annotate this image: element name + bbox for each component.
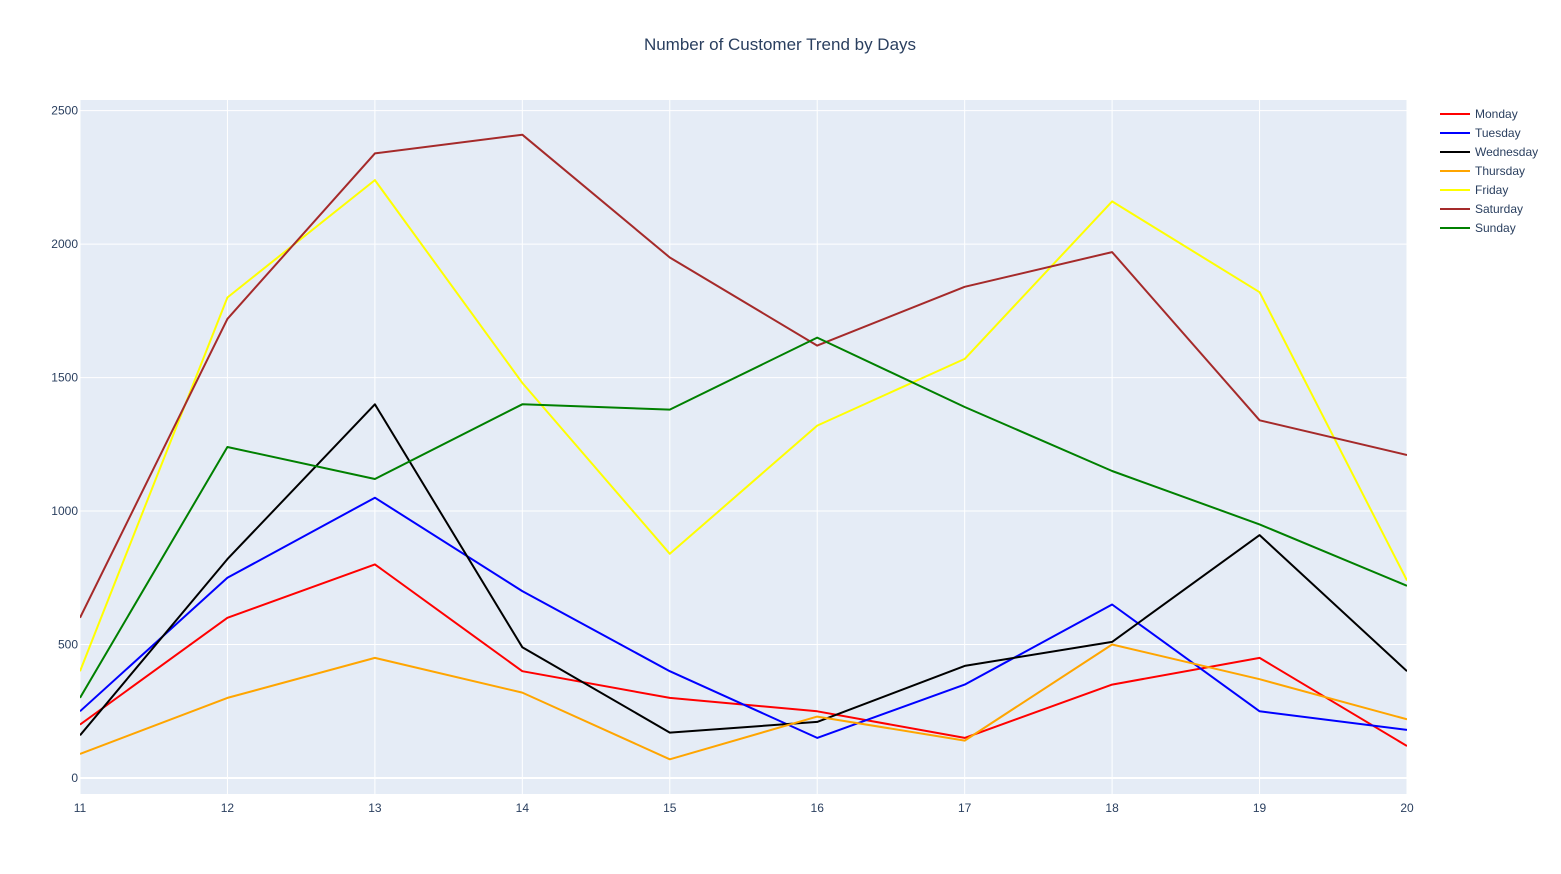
series-group: [80, 133, 1407, 761]
plot-area: 11 12 13 14 15 16 17 18 19 20 0 500 1000 1500 2000 2500: [51, 100, 1414, 815]
series-line-thursday[interactable]: [80, 643, 1407, 761]
y-tick-label: 0: [71, 771, 78, 785]
legend-item-thursday[interactable]: Thursday: [1440, 164, 1525, 178]
series-line-wednesday[interactable]: [80, 403, 1407, 736]
y-tick-label: 2000: [51, 237, 78, 251]
legend-item-monday[interactable]: Monday: [1440, 107, 1518, 121]
legend-label: Thursday: [1475, 164, 1525, 178]
x-tick-label: 18: [1105, 801, 1119, 815]
legend-item-friday[interactable]: Friday: [1440, 183, 1508, 197]
legend-label: Saturday: [1475, 202, 1523, 216]
y-tick-label: 1000: [51, 504, 78, 518]
plot-background: [80, 100, 1407, 794]
legend-label: Tuesday: [1475, 126, 1521, 140]
series-line-tuesday[interactable]: [80, 496, 1407, 739]
legend[interactable]: Monday Tuesday Wednesday Thursday Friday Satu…: [1440, 107, 1538, 235]
series-line-saturday[interactable]: [80, 133, 1407, 619]
legend-item-tuesday[interactable]: Tuesday: [1440, 126, 1521, 140]
x-tick-label: 14: [516, 801, 530, 815]
legend-label: Wednesday: [1475, 145, 1538, 159]
y-tick-label: 1500: [51, 371, 78, 385]
x-tick-label: 13: [368, 801, 382, 815]
x-tick-label: 19: [1253, 801, 1267, 815]
x-tick-label: 20: [1400, 801, 1414, 815]
y-tick-label: 2500: [51, 104, 78, 118]
legend-label: Monday: [1475, 107, 1518, 121]
legend-item-wednesday[interactable]: Wednesday: [1440, 145, 1538, 159]
legend-item-saturday[interactable]: Saturday: [1440, 202, 1523, 216]
legend-label: Sunday: [1475, 221, 1516, 235]
x-tick-label: 15: [663, 801, 677, 815]
x-tick-label: 16: [811, 801, 825, 815]
legend-item-sunday[interactable]: Sunday: [1440, 221, 1516, 235]
y-tick-label: 500: [58, 638, 78, 652]
legend-label: Friday: [1475, 183, 1508, 197]
series-line-sunday[interactable]: [80, 336, 1407, 699]
x-tick-label: 12: [221, 801, 235, 815]
x-tick-label: 17: [958, 801, 972, 815]
x-tick-label: 11: [74, 801, 87, 815]
chart-title: Number of Customer Trend by Days: [644, 35, 916, 54]
series-line-friday[interactable]: [80, 179, 1407, 672]
